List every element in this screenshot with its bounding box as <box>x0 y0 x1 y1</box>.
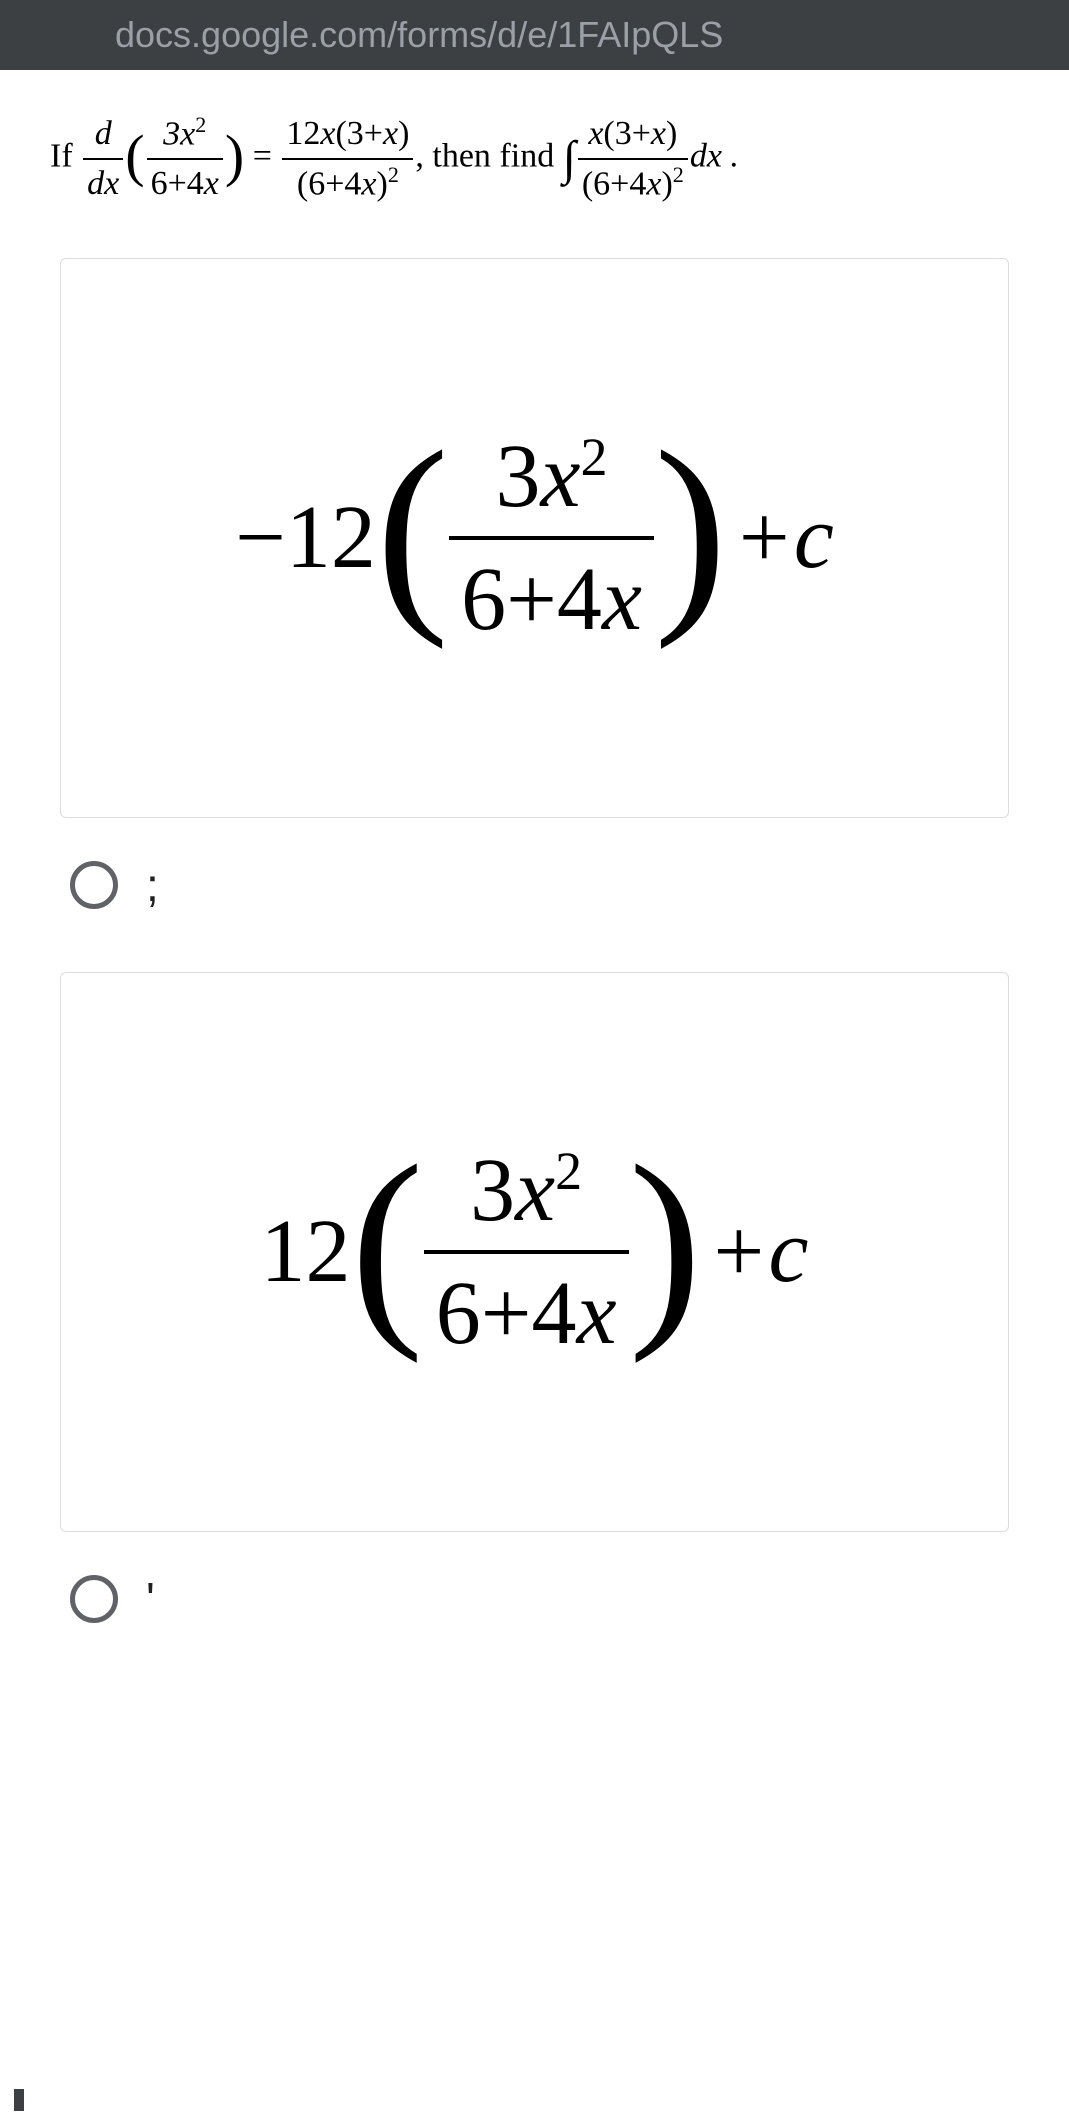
q-equals: = <box>253 138 272 175</box>
q-rhs-den: (6+4x)2 <box>282 160 413 208</box>
opt2-num: 3x2 <box>424 1139 629 1254</box>
nav-indicator <box>14 2089 24 2111</box>
opt1-num: 3x2 <box>449 425 654 540</box>
radio-label-1: ; <box>146 858 159 912</box>
q-suffix: dx . <box>690 138 739 175</box>
form-content: If d dx ( 3x2 6+4x ) = 12x(3+x) (6+4x)2 … <box>0 70 1069 1686</box>
radio-label-2: ' <box>146 1572 155 1626</box>
url-bar: docs.google.com/forms/d/e/1FAIpQLS <box>0 0 1069 70</box>
q-int-num: x(3+x) <box>578 110 688 160</box>
option-image-2: 12( 3x2 6+4x )+c <box>60 972 1009 1532</box>
opt2-tail: +c <box>708 1200 809 1303</box>
q-ddx-num: d <box>83 110 123 160</box>
option-image-1: −12( 3x2 6+4x )+c <box>60 258 1009 818</box>
radio-icon[interactable] <box>70 861 118 909</box>
opt2-den: 6+4x <box>424 1254 629 1365</box>
opt1-coef: −12 <box>235 486 376 589</box>
q-prefix: If <box>50 138 81 175</box>
opt1-den: 6+4x <box>449 540 654 651</box>
q-lhs-den: 6+4x <box>147 160 223 208</box>
q-rhs-num: 12x(3+x) <box>282 110 413 160</box>
q-int-den: (6+4x)2 <box>578 160 688 208</box>
integral-sign: ∫ <box>563 132 576 185</box>
radio-icon[interactable] <box>70 1575 118 1623</box>
opt2-coef: 12 <box>261 1200 351 1303</box>
opt1-tail: +c <box>733 486 834 589</box>
option-row-2[interactable]: ' <box>40 1562 1029 1686</box>
q-lhs-num: 3x2 <box>147 110 223 160</box>
q-ddx-den: dx <box>83 160 123 208</box>
url-text: docs.google.com/forms/d/e/1FAIpQLS <box>115 14 723 56</box>
option-row-1[interactable]: ; <box>40 848 1029 972</box>
question-text: If d dx ( 3x2 6+4x ) = 12x(3+x) (6+4x)2 … <box>40 100 1029 208</box>
q-mid: , then find <box>415 138 562 175</box>
